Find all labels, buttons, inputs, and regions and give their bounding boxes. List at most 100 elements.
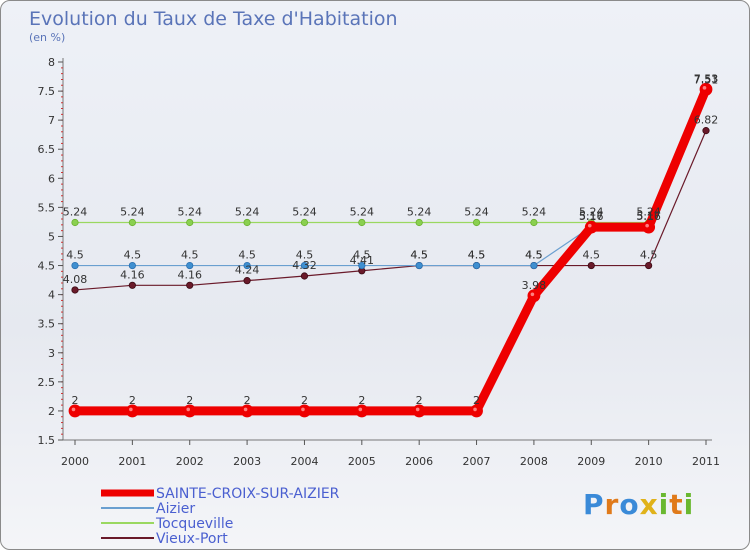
logo-letter: i bbox=[658, 488, 670, 521]
data-label-vieux-port: 4.08 bbox=[63, 273, 88, 286]
point-aizier bbox=[71, 261, 79, 270]
point-tocqueville bbox=[128, 218, 136, 227]
point-vieux-port bbox=[645, 261, 653, 270]
data-label-sainte-croix-sur-aizier: 2 bbox=[358, 394, 365, 407]
point-highlight bbox=[71, 407, 76, 412]
logo-letter: o bbox=[619, 488, 640, 521]
point-aizier bbox=[186, 261, 194, 270]
point-vieux-port bbox=[128, 281, 136, 289]
y-tick-label: 3.5 bbox=[38, 318, 56, 331]
legend-label-vieux-port: Vieux-Port bbox=[156, 531, 228, 547]
series-line-tocqueville bbox=[74, 88, 707, 224]
point-highlight bbox=[415, 407, 420, 412]
x-tick-label: 2003 bbox=[233, 455, 261, 468]
data-label-vieux-port: 4.5 bbox=[640, 249, 658, 262]
data-label-aizier: 4.5 bbox=[296, 249, 314, 262]
data-label-sainte-croix-sur-aizier: 7.53 bbox=[694, 72, 719, 85]
x-tick-label: 2010 bbox=[635, 455, 663, 468]
x-tick-label: 2007 bbox=[463, 455, 491, 468]
y-tick-label: 5 bbox=[48, 230, 55, 243]
data-label-sainte-croix-sur-aizier: 2 bbox=[129, 394, 136, 407]
point-highlight bbox=[587, 223, 592, 228]
point-tocqueville bbox=[71, 218, 79, 227]
point-highlight bbox=[702, 86, 707, 90]
y-axis-unit: (en %) bbox=[29, 31, 65, 44]
data-label-sainte-croix-sur-aizier: 3.98 bbox=[522, 279, 547, 292]
logo-letter: t bbox=[669, 488, 684, 521]
point-sainte-croix-sur-aizier bbox=[355, 404, 369, 418]
data-label-tocqueville: 5.24 bbox=[407, 206, 432, 219]
point-sainte-croix-sur-aizier bbox=[240, 404, 254, 418]
x-tick-label: 2000 bbox=[61, 455, 89, 468]
data-label-tocqueville: 5.24 bbox=[522, 206, 547, 219]
y-tick-label: 4 bbox=[48, 289, 55, 302]
point-aizier bbox=[472, 261, 481, 270]
point-tocqueville bbox=[186, 218, 194, 227]
point-highlight bbox=[129, 407, 133, 412]
y-tick-label: 4.5 bbox=[38, 260, 56, 273]
data-label-aizier: 4.5 bbox=[238, 249, 256, 262]
data-label-sainte-croix-sur-aizier: 2 bbox=[301, 394, 308, 407]
data-label-aizier: 4.5 bbox=[525, 249, 543, 262]
y-tick-label: 2 bbox=[48, 405, 55, 418]
legend-label-tocqueville: Tocqueville bbox=[155, 516, 233, 532]
point-vieux-port bbox=[243, 277, 251, 285]
data-label-aizier: 4.5 bbox=[66, 249, 84, 262]
x-tick-label: 2002 bbox=[176, 455, 204, 468]
point-vieux-port bbox=[186, 281, 194, 289]
logo-letter: r bbox=[604, 488, 620, 521]
point-vieux-port bbox=[587, 261, 595, 270]
y-tick-label: 6.5 bbox=[38, 143, 56, 156]
data-label-sainte-croix-sur-aizier: 2 bbox=[72, 394, 79, 407]
point-highlight bbox=[186, 407, 191, 412]
point-aizier bbox=[358, 261, 366, 270]
data-label-tocqueville: 5.24 bbox=[177, 206, 202, 219]
data-label-vieux-port: 4.16 bbox=[177, 268, 202, 281]
series-group bbox=[68, 82, 713, 418]
data-label-vieux-port: 4.5 bbox=[583, 249, 601, 262]
point-sainte-croix-sur-aizier bbox=[699, 82, 713, 96]
point-aizier bbox=[530, 261, 538, 270]
data-label-sainte-croix-sur-aizier: 2 bbox=[416, 394, 423, 407]
x-tick-label: 2005 bbox=[348, 455, 376, 468]
data-label-tocqueville: 5.24 bbox=[464, 206, 489, 219]
data-label-sainte-croix-sur-aizier: 5.16 bbox=[579, 210, 604, 223]
point-tocqueville bbox=[358, 218, 366, 227]
data-label-aizier: 5.17 bbox=[636, 210, 661, 223]
point-tocqueville bbox=[415, 218, 423, 227]
legend-label-sainte-croix-sur-aizier: SAINTE-CROIX-SUR-AIZIER bbox=[156, 486, 340, 502]
point-sainte-croix-sur-aizier bbox=[125, 404, 139, 418]
series-line-aizier bbox=[74, 89, 707, 267]
data-label-tocqueville: 7.53 bbox=[694, 72, 719, 85]
data-label-aizier: 4.5 bbox=[410, 249, 428, 262]
point-aizier bbox=[243, 261, 251, 270]
point-highlight bbox=[358, 407, 363, 412]
data-label-vieux-port: 4.32 bbox=[292, 259, 317, 272]
x-tick-label: 2006 bbox=[405, 455, 433, 468]
point-sainte-croix-sur-aizier bbox=[527, 289, 541, 303]
data-label-aizier: 4.5 bbox=[353, 249, 371, 262]
data-label-sainte-croix-sur-aizier: 2 bbox=[186, 394, 193, 407]
data-label-aizier: 7.51 bbox=[694, 73, 719, 86]
axes: 1.5 2 2.5 3 3.5 4 4.5 5 5.5 6 6.5 7 7.5 8 2000 2001 2002… bbox=[38, 56, 721, 468]
data-label-aizier: 4.5 bbox=[124, 249, 142, 262]
series-line-sainte-croix-sur-aizier bbox=[70, 84, 711, 416]
y-tick-label: 2.5 bbox=[38, 376, 56, 389]
data-label-tocqueville: 5.24 bbox=[63, 206, 88, 219]
legend-label-aizier: Aizier bbox=[156, 501, 195, 517]
point-sainte-croix-sur-aizier bbox=[470, 404, 483, 418]
point-tocqueville bbox=[472, 218, 481, 227]
data-label-tocqueville: 5.24 bbox=[350, 206, 375, 219]
chart-title: Evolution du Taux de Taxe d'Habitation bbox=[29, 8, 398, 30]
y-tick-label: 6 bbox=[48, 172, 55, 185]
data-label-aizier: 5.17 bbox=[579, 210, 604, 223]
x-tick-label: 2001 bbox=[118, 455, 146, 468]
data-label-tocqueville: 5.24 bbox=[235, 206, 260, 219]
x-tick-label: 2008 bbox=[520, 455, 548, 468]
data-label-vieux-port: 4.5 bbox=[410, 249, 428, 262]
x-tick-label: 2004 bbox=[290, 455, 318, 468]
data-label-vieux-port: 6.82 bbox=[694, 114, 719, 127]
point-sainte-croix-sur-aizier bbox=[298, 404, 311, 418]
point-vieux-port bbox=[300, 272, 309, 280]
data-label-tocqueville: 5.24 bbox=[292, 206, 317, 219]
